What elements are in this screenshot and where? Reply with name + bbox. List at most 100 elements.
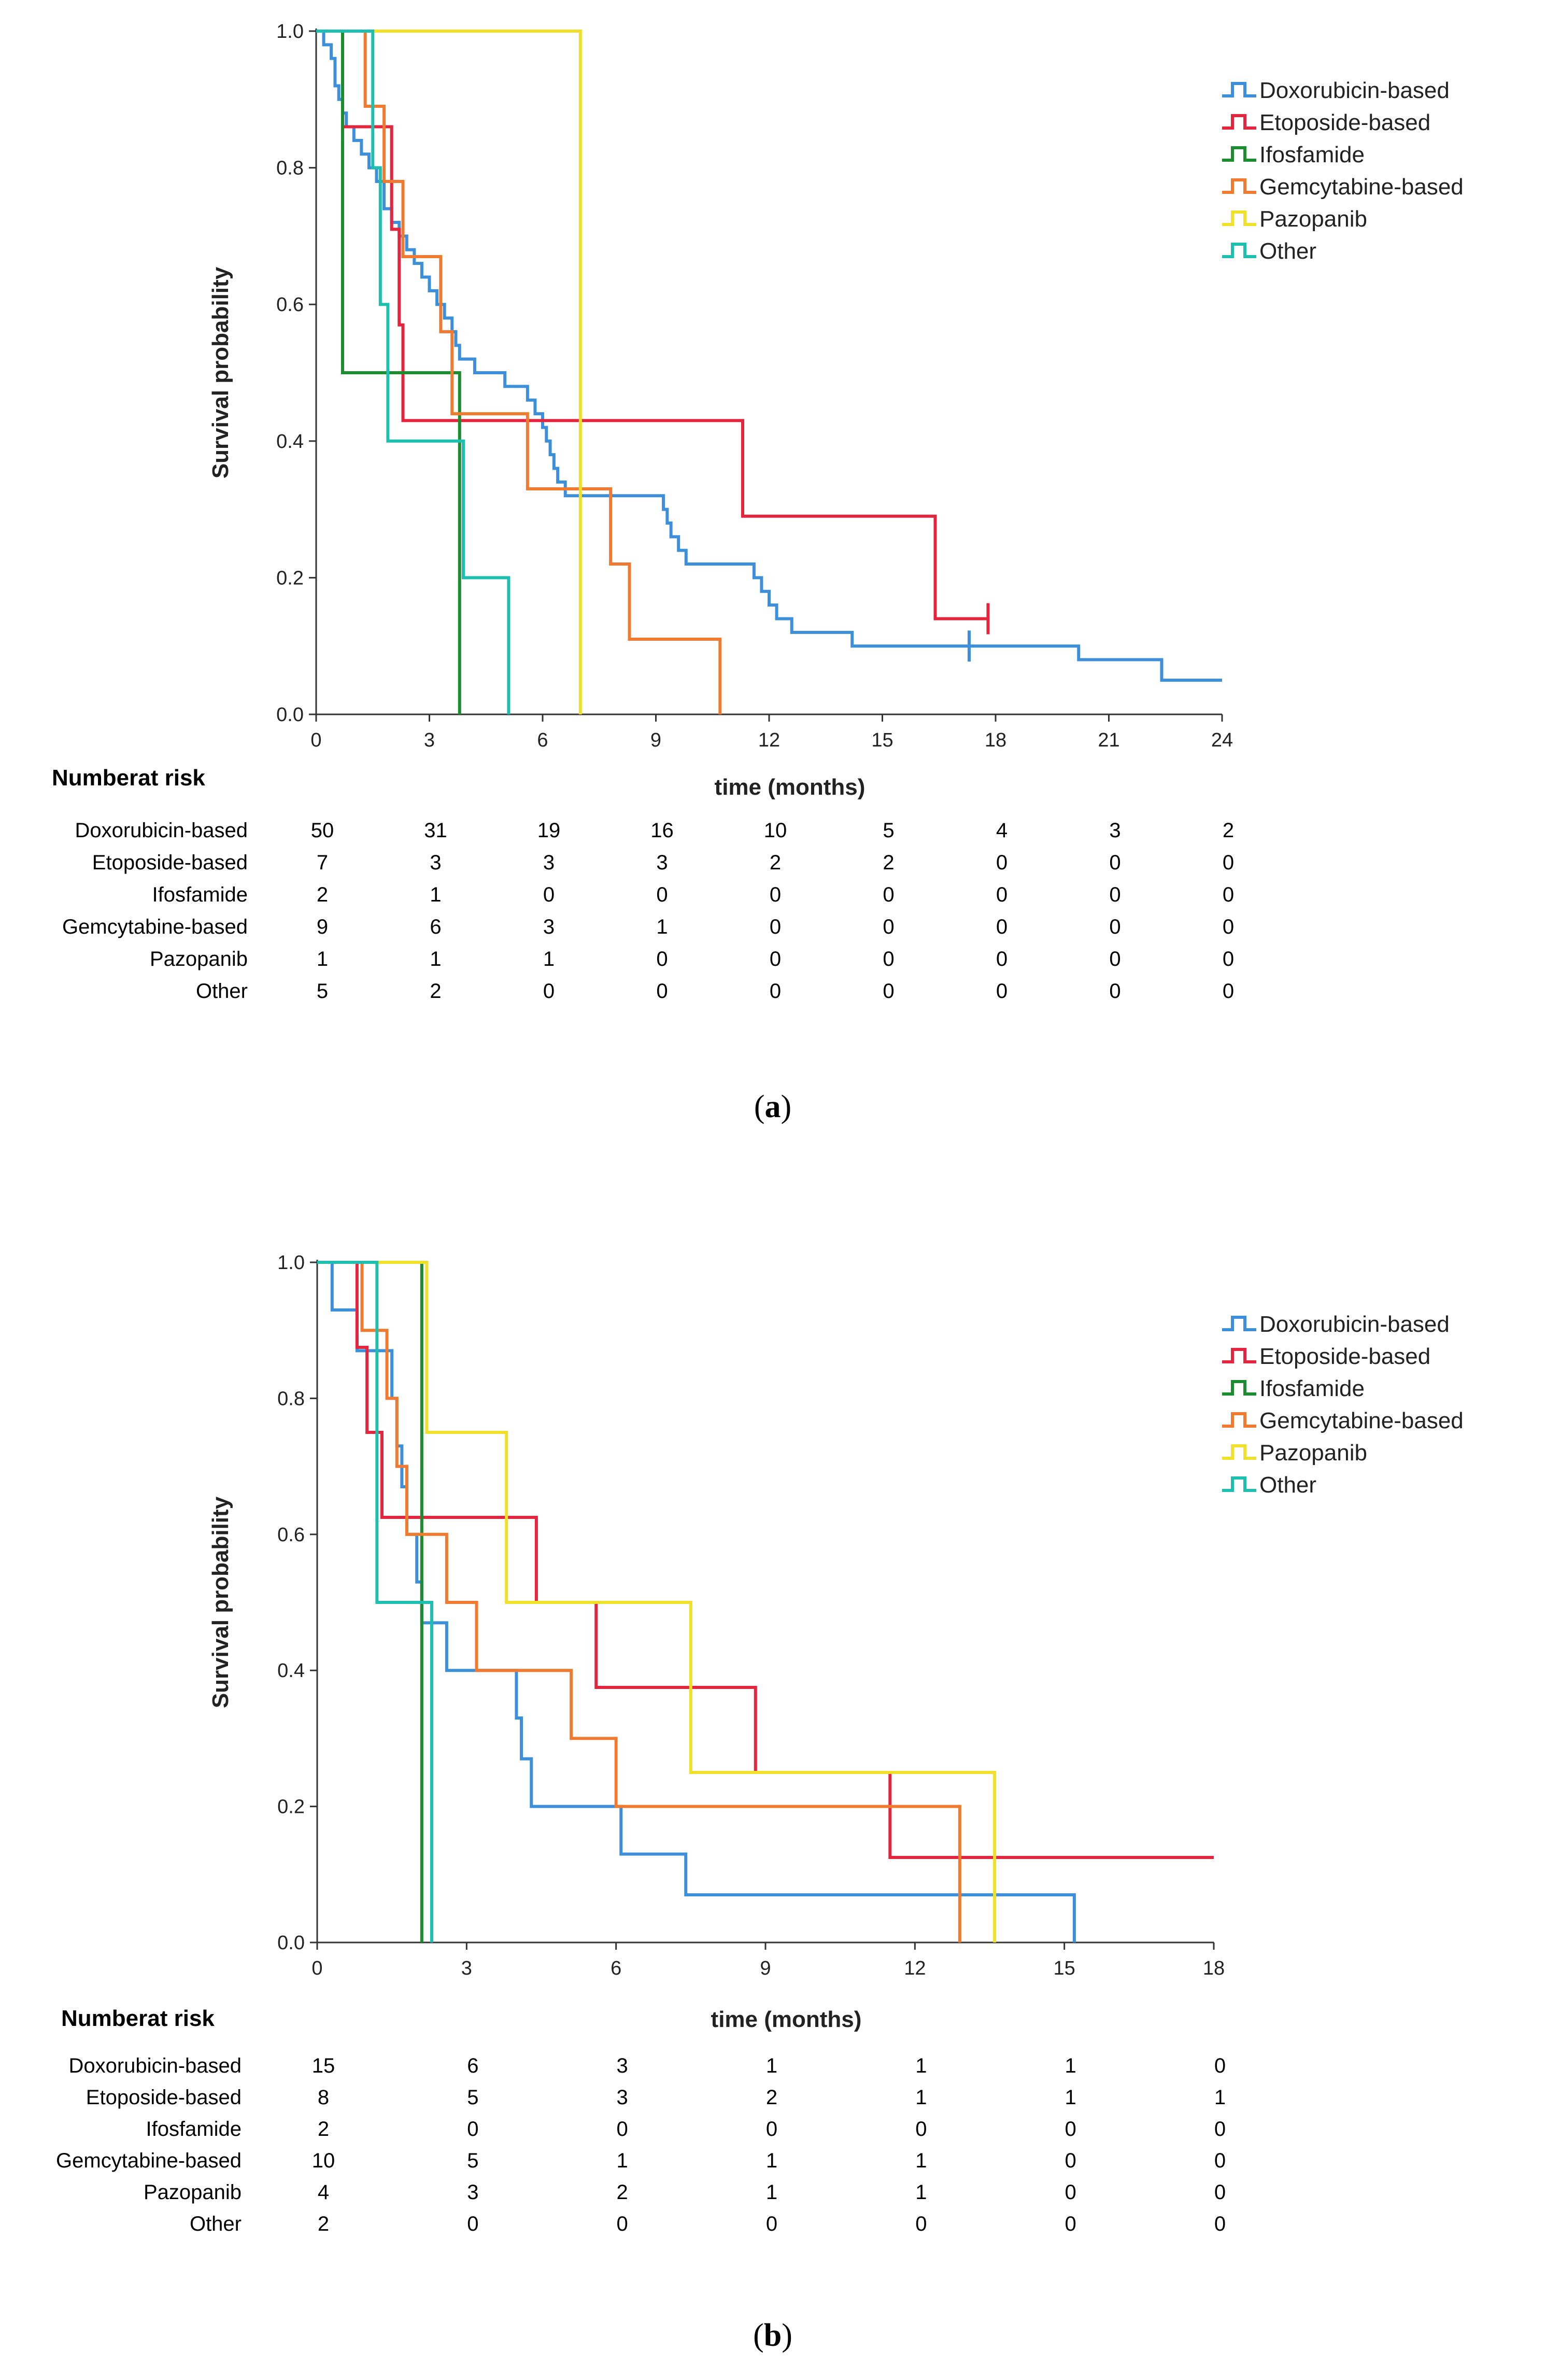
legend-swatch-other: [1222, 244, 1256, 257]
risk-cell: 1: [543, 948, 555, 970]
risk-row-label: Doxorubicin-based: [75, 819, 248, 842]
risk-cell: 1: [766, 2054, 777, 2077]
risk-row-label: Pazopanib: [144, 2181, 242, 2204]
legend-swatch-doxorubicin-based: [1222, 1317, 1256, 1330]
risk-cell: 0: [915, 2118, 927, 2140]
risk-cell: 0: [1065, 2213, 1076, 2235]
risk-cell: 0: [617, 2118, 628, 2140]
legend-swatch-ifosfamide: [1222, 1382, 1256, 1394]
risk-cell: 5: [317, 980, 328, 1003]
risk-cell: 0: [543, 980, 555, 1003]
y-tick-label: 0.2: [277, 1796, 305, 1818]
risk-cell: 50: [311, 819, 334, 842]
risk-cell: 3: [656, 851, 668, 874]
y-tick-label: 1.0: [277, 1252, 305, 1274]
risk-row-label: Pazopanib: [150, 948, 248, 970]
risk-cell: 3: [617, 2054, 628, 2077]
risk-cell: 2: [883, 851, 894, 874]
risk-cell: 1: [430, 948, 441, 970]
caption-part: b: [764, 2318, 782, 2353]
legend-label-other: Other: [1259, 238, 1316, 264]
risk-cell: 0: [996, 883, 1008, 906]
risk-row-label: Etoposide-based: [92, 851, 248, 874]
risk-cell: 8: [318, 2086, 329, 2109]
legend-swatch-pazopanib: [1222, 212, 1256, 224]
risk-row-label: Etoposide-based: [86, 2086, 242, 2109]
risk-cell: 0: [770, 980, 781, 1003]
risk-cell: 0: [1223, 851, 1234, 874]
x-tick-label: 12: [904, 1957, 926, 1979]
risk-cell: 1: [915, 2181, 927, 2204]
risk-cell: 0: [656, 948, 668, 970]
risk-cell: 0: [1214, 2149, 1226, 2172]
legend-swatch-gemcytabine-based: [1222, 1414, 1256, 1426]
legend-label-ifosfamide: Ifosfamide: [1259, 1376, 1365, 1401]
risk-cell: 2: [766, 2086, 777, 2109]
risk-row-label: Other: [196, 980, 248, 1003]
y-axis-label: Survival probability: [208, 1496, 233, 1708]
risk-cell: 3: [1109, 819, 1121, 842]
risk-row-label: Other: [190, 2213, 242, 2235]
y-tick-label: 0.4: [276, 431, 304, 453]
risk-cell: 0: [656, 883, 668, 906]
curve-other: [317, 1262, 432, 1942]
risk-cell: 2: [430, 980, 441, 1003]
risk-cell: 3: [543, 916, 555, 938]
x-tick-label: 15: [871, 729, 893, 751]
risk-cell: 3: [467, 2181, 478, 2204]
risk-cell: 6: [467, 2054, 478, 2077]
x-tick-label: 6: [537, 729, 548, 751]
risk-cell: 0: [1065, 2181, 1076, 2204]
risk-cell: 0: [1223, 883, 1234, 906]
risk-cell: 0: [1065, 2118, 1076, 2140]
risk-cell: 1: [1214, 2086, 1226, 2109]
risk-cell: 5: [467, 2086, 478, 2109]
x-tick-label: 24: [1211, 729, 1233, 751]
x-tick-label: 6: [611, 1957, 621, 1979]
risk-cell: 1: [656, 916, 668, 938]
x-tick-label: 21: [1098, 729, 1119, 751]
caption-part: a: [765, 1089, 781, 1124]
risk-cell: 1: [915, 2054, 927, 2077]
legend-label-etoposide-based: Etoposide-based: [1259, 110, 1430, 135]
y-tick-label: 0.0: [276, 704, 304, 726]
x-tick-label: 15: [1054, 1957, 1075, 1979]
risk-cell: 5: [883, 819, 894, 842]
risk-cell: 1: [430, 883, 441, 906]
legend-swatch-doxorubicin-based: [1222, 83, 1256, 96]
risk-cell: 1: [915, 2149, 927, 2172]
y-axis-label: Survival probability: [208, 266, 233, 478]
risk-cell: 0: [996, 948, 1008, 970]
panel-a: 0.00.20.40.60.81.00 3 6 9 12 15 18 21 24Survival…: [52, 21, 1464, 1124]
risk-cell: 4: [996, 819, 1008, 842]
panel-caption: (b): [753, 2318, 792, 2353]
risk-cell: 0: [1223, 948, 1234, 970]
risk-row-label: Gemcytabine-based: [56, 2149, 242, 2172]
x-tick-label: 12: [758, 729, 780, 751]
risk-cell: 0: [1109, 883, 1121, 906]
risk-cell: 0: [1214, 2181, 1226, 2204]
risk-cell: 0: [617, 2213, 628, 2235]
risk-row-label: Ifosfamide: [152, 883, 248, 906]
risk-cell: 0: [883, 883, 894, 906]
legend-label-doxorubicin-based: Doxorubicin-based: [1259, 1312, 1450, 1337]
risk-cell: 0: [996, 980, 1008, 1003]
risk-cell: 1: [317, 948, 328, 970]
risk-cell: 0: [996, 916, 1008, 938]
risk-cell: 1: [1065, 2054, 1076, 2077]
x-axis-label: time (months): [715, 774, 866, 800]
y-tick-label: 1.0: [276, 21, 304, 43]
risk-cell: 0: [883, 948, 894, 970]
risk-cell: 0: [1214, 2118, 1226, 2140]
risk-cell: 0: [1223, 980, 1234, 1003]
risk-cell: 0: [996, 851, 1008, 874]
risk-cell: 0: [467, 2213, 478, 2235]
risk-cell: 0: [1109, 851, 1121, 874]
legend-swatch-etoposide-based: [1222, 1349, 1256, 1362]
legend-label-doxorubicin-based: Doxorubicin-based: [1259, 78, 1450, 103]
risk-cell: 2: [770, 851, 781, 874]
y-tick-label: 0.6: [276, 294, 304, 316]
risk-cell: 0: [1214, 2054, 1226, 2077]
x-tick-label: 3: [461, 1957, 472, 1979]
risk-cell: 2: [317, 883, 328, 906]
